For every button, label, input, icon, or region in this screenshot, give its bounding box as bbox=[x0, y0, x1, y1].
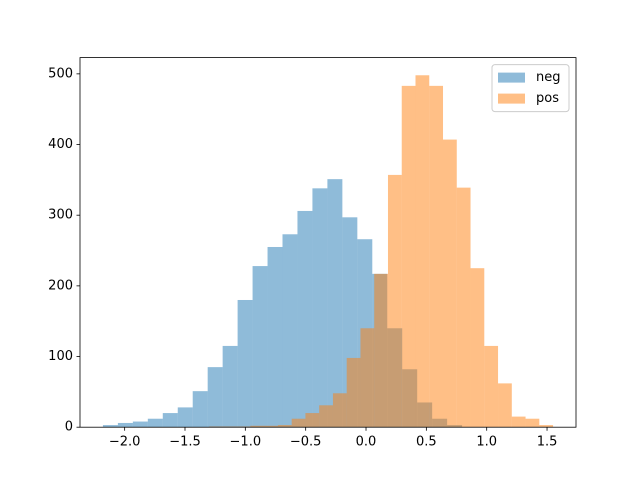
bar bbox=[102, 425, 118, 428]
bar bbox=[192, 391, 208, 428]
bar bbox=[429, 85, 444, 428]
legend-swatch bbox=[498, 93, 525, 104]
bar bbox=[360, 328, 375, 428]
bar bbox=[346, 357, 361, 428]
bar bbox=[484, 345, 499, 428]
bar bbox=[147, 418, 163, 428]
bar bbox=[511, 416, 526, 428]
bar bbox=[387, 174, 402, 428]
bar bbox=[470, 268, 485, 428]
bar bbox=[312, 188, 328, 428]
x-tick-label: 0.0 bbox=[356, 435, 377, 450]
legend-swatch bbox=[498, 72, 525, 83]
y-tick-label: 0 bbox=[65, 420, 73, 435]
legend-label: pos bbox=[536, 91, 559, 106]
bar bbox=[291, 418, 306, 428]
bar bbox=[132, 421, 148, 428]
bar bbox=[117, 422, 133, 428]
bar bbox=[264, 425, 278, 428]
y-tick-label: 100 bbox=[48, 349, 73, 364]
y-tick-label: 400 bbox=[48, 137, 73, 152]
y-tick-label: 500 bbox=[48, 66, 73, 81]
bar bbox=[250, 425, 265, 428]
bar bbox=[267, 246, 283, 428]
x-tick-label: −2.0 bbox=[109, 435, 141, 450]
bar bbox=[443, 139, 457, 428]
bar bbox=[498, 383, 512, 428]
bar bbox=[277, 425, 292, 428]
bar bbox=[374, 273, 388, 428]
bar bbox=[319, 405, 333, 428]
legend-label: neg bbox=[536, 70, 561, 85]
bar bbox=[305, 413, 320, 428]
plot-frame bbox=[79, 57, 577, 428]
y-tick-label: 300 bbox=[48, 208, 73, 223]
bar bbox=[177, 407, 193, 428]
bar bbox=[525, 418, 540, 428]
bar bbox=[415, 75, 430, 428]
x-tick-label: −1.0 bbox=[230, 435, 262, 450]
bar bbox=[252, 266, 268, 428]
bar bbox=[162, 413, 178, 428]
bar bbox=[282, 234, 298, 428]
bar bbox=[539, 425, 554, 428]
x-tick-label: 0.5 bbox=[416, 435, 437, 450]
bar bbox=[456, 187, 471, 428]
bar bbox=[222, 345, 238, 428]
x-tick-label: 1.5 bbox=[537, 435, 558, 450]
x-tick-label: −1.5 bbox=[169, 435, 201, 450]
bar bbox=[332, 393, 347, 428]
bar bbox=[327, 179, 343, 428]
bar bbox=[237, 299, 253, 428]
x-tick-label: 1.0 bbox=[476, 435, 497, 450]
bar bbox=[207, 367, 223, 428]
x-tick-label: −0.5 bbox=[290, 435, 322, 450]
bar bbox=[297, 210, 313, 428]
y-tick-label: 200 bbox=[48, 278, 73, 293]
bar bbox=[401, 85, 416, 428]
